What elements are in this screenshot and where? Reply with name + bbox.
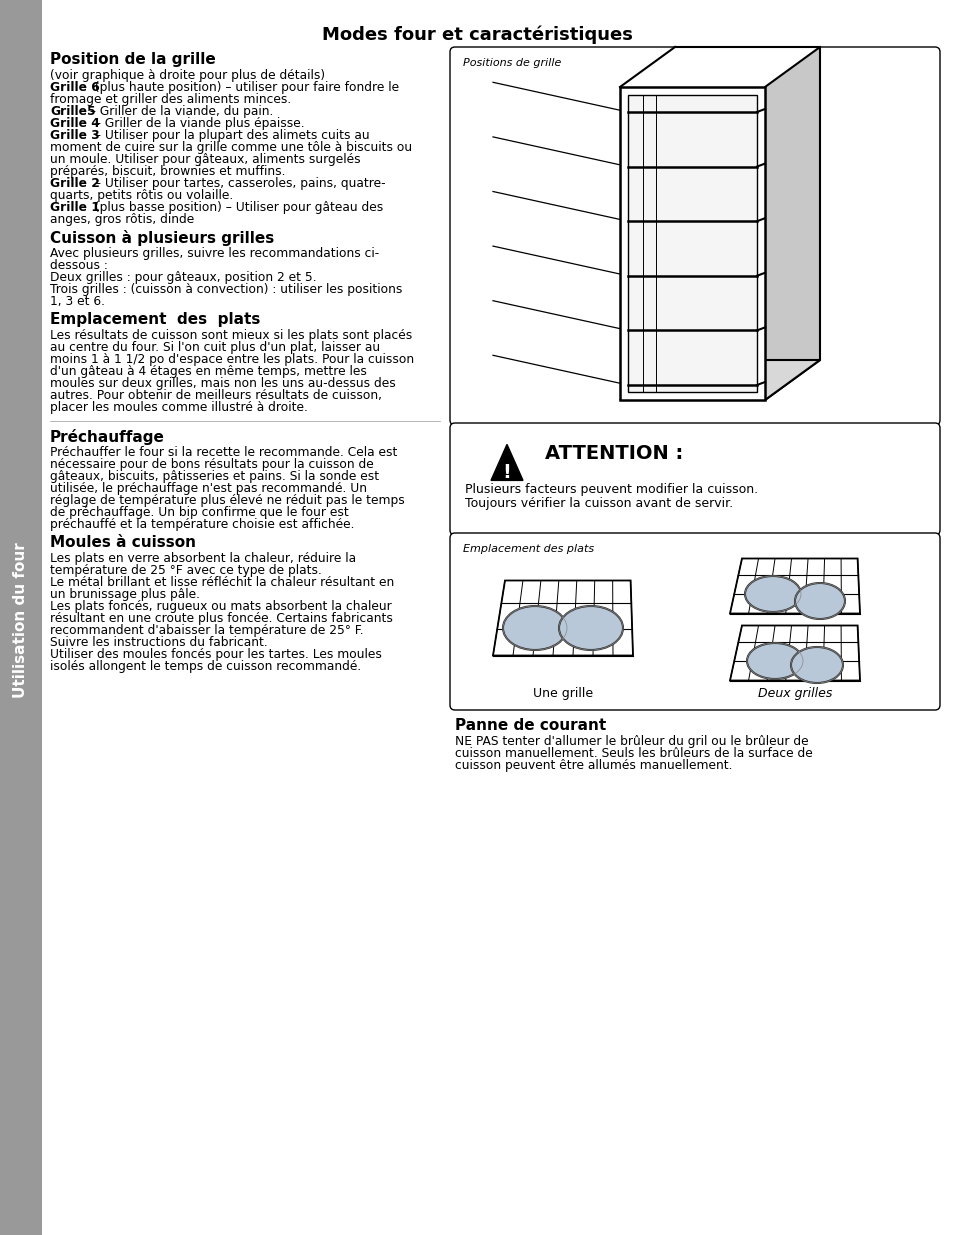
Text: ATTENTION :: ATTENTION : xyxy=(544,445,682,463)
Text: d'un gâteau à 4 étages en même temps, mettre les: d'un gâteau à 4 étages en même temps, me… xyxy=(50,366,367,378)
Text: température de 25 °F avec ce type de plats.: température de 25 °F avec ce type de pla… xyxy=(50,564,321,577)
Polygon shape xyxy=(729,625,859,680)
Text: Moules à cuisson: Moules à cuisson xyxy=(50,535,195,550)
FancyBboxPatch shape xyxy=(450,534,939,710)
Text: Trois grilles : (cuisson à convection) : utiliser les positions: Trois grilles : (cuisson à convection) :… xyxy=(50,283,402,296)
Text: au centre du four. Si l'on cuit plus d'un plat, laisser au: au centre du four. Si l'on cuit plus d'u… xyxy=(50,341,379,354)
Text: un moule. Utiliser pour gâteaux, aliments surgelés: un moule. Utiliser pour gâteaux, aliment… xyxy=(50,153,360,165)
Text: Grille 1: Grille 1 xyxy=(50,201,100,214)
Text: Deux grilles : pour gâteaux, position 2 et 5.: Deux grilles : pour gâteaux, position 2 … xyxy=(50,270,316,284)
Text: Emplacement des plats: Emplacement des plats xyxy=(462,543,594,555)
Text: Toujours vérifier la cuisson avant de servir.: Toujours vérifier la cuisson avant de se… xyxy=(464,496,732,510)
Text: (plus basse position) – Utiliser pour gâteau des: (plus basse position) – Utiliser pour gâ… xyxy=(91,201,382,214)
Text: Deux grilles: Deux grilles xyxy=(757,687,831,700)
Text: – Utiliser pour tartes, casseroles, pains, quatre-: – Utiliser pour tartes, casseroles, pain… xyxy=(91,177,385,190)
Text: Les résultats de cuisson sont mieux si les plats sont placés: Les résultats de cuisson sont mieux si l… xyxy=(50,329,412,342)
Text: (voir graphique à droite pour plus de détails): (voir graphique à droite pour plus de dé… xyxy=(50,69,325,82)
Text: fromage et griller des aliments minces.: fromage et griller des aliments minces. xyxy=(50,93,291,106)
Text: Grille 2: Grille 2 xyxy=(50,177,100,190)
Text: Grille 3: Grille 3 xyxy=(50,128,100,142)
Text: cuisson peuvent être allumés manuellement.: cuisson peuvent être allumés manuellemen… xyxy=(455,760,732,772)
Text: moment de cuire sur la grille comme une tôle à biscuits ou: moment de cuire sur la grille comme une … xyxy=(50,141,412,154)
Text: cuisson manuellement. Seuls les brûleurs de la surface de: cuisson manuellement. Seuls les brûleurs… xyxy=(455,747,812,760)
Text: Avec plusieurs grilles, suivre les recommandations ci-: Avec plusieurs grilles, suivre les recom… xyxy=(50,247,379,261)
Text: réglage de température plus élevé ne réduit pas le temps: réglage de température plus élevé ne réd… xyxy=(50,494,404,508)
Text: – Griller de la viande plus épaisse.: – Griller de la viande plus épaisse. xyxy=(91,117,304,130)
Text: isolés allongent le temps de cuisson recommandé.: isolés allongent le temps de cuisson rec… xyxy=(50,659,361,673)
Text: autres. Pour obtenir de meilleurs résultats de cuisson,: autres. Pour obtenir de meilleurs résult… xyxy=(50,389,381,403)
FancyBboxPatch shape xyxy=(450,47,939,425)
Text: Les plats foncés, rugueux ou mats absorbent la chaleur: Les plats foncés, rugueux ou mats absorb… xyxy=(50,600,392,613)
Text: !: ! xyxy=(502,462,511,482)
Text: gâteaux, biscuits, pâtisseries et pains. Si la sonde est: gâteaux, biscuits, pâtisseries et pains.… xyxy=(50,471,378,483)
Polygon shape xyxy=(619,359,820,400)
Text: Panne de courant: Panne de courant xyxy=(455,718,605,734)
Text: préparés, biscuit, brownies et muffins.: préparés, biscuit, brownies et muffins. xyxy=(50,165,285,178)
Text: nécessaire pour de bons résultats pour la cuisson de: nécessaire pour de bons résultats pour l… xyxy=(50,458,374,471)
Text: placer les moules comme illustré à droite.: placer les moules comme illustré à droit… xyxy=(50,401,308,414)
Ellipse shape xyxy=(558,606,622,650)
Text: Modes four et caractéristiques: Modes four et caractéristiques xyxy=(321,25,632,43)
Text: Positions de grille: Positions de grille xyxy=(462,58,560,68)
Text: de préchauffage. Un bip confirme que le four est: de préchauffage. Un bip confirme que le … xyxy=(50,506,349,519)
Text: Suivre les instructions du fabricant.: Suivre les instructions du fabricant. xyxy=(50,636,268,650)
Text: moins 1 à 1 1/2 po d'espace entre les plats. Pour la cuisson: moins 1 à 1 1/2 po d'espace entre les pl… xyxy=(50,353,414,366)
Ellipse shape xyxy=(746,643,802,679)
Polygon shape xyxy=(729,558,859,614)
Text: – Utiliser pour la plupart des alimets cuits au: – Utiliser pour la plupart des alimets c… xyxy=(91,128,369,142)
Text: Plusieurs facteurs peuvent modifier la cuisson.: Plusieurs facteurs peuvent modifier la c… xyxy=(464,483,758,496)
Text: Préchauffage: Préchauffage xyxy=(50,429,165,445)
Polygon shape xyxy=(627,95,757,391)
Text: préchauffé et la température choisie est affichée.: préchauffé et la température choisie est… xyxy=(50,517,355,531)
Text: résultant en une croute plus foncée. Certains fabricants: résultant en une croute plus foncée. Cer… xyxy=(50,613,393,625)
Text: NE PAS tenter d'allumer le brûleur du gril ou le brûleur de: NE PAS tenter d'allumer le brûleur du gr… xyxy=(455,735,808,748)
Text: (plus haute position) – utiliser pour faire fondre le: (plus haute position) – utiliser pour fa… xyxy=(91,82,398,94)
Text: Utiliser des moules foncés pour les tartes. Les moules: Utiliser des moules foncés pour les tart… xyxy=(50,648,381,661)
Text: moules sur deux grilles, mais non les uns au-dessus des: moules sur deux grilles, mais non les un… xyxy=(50,377,395,390)
Ellipse shape xyxy=(794,583,844,619)
Ellipse shape xyxy=(790,647,842,683)
Text: quarts, petits rôtis ou volaille.: quarts, petits rôtis ou volaille. xyxy=(50,189,233,203)
Text: Une grille: Une grille xyxy=(533,687,593,700)
Polygon shape xyxy=(491,445,522,480)
Polygon shape xyxy=(493,580,633,656)
Ellipse shape xyxy=(502,606,566,650)
Text: Grille5: Grille5 xyxy=(50,105,95,119)
Text: anges, gros rôtis, dinde: anges, gros rôtis, dinde xyxy=(50,212,194,226)
Text: Préchauffer le four si la recette le recommande. Cela est: Préchauffer le four si la recette le rec… xyxy=(50,446,397,459)
Text: Le métal brillant et lisse réfléchit la chaleur résultant en: Le métal brillant et lisse réfléchit la … xyxy=(50,576,394,589)
Polygon shape xyxy=(764,47,820,400)
Text: 1, 3 et 6.: 1, 3 et 6. xyxy=(50,295,105,308)
Text: dessous :: dessous : xyxy=(50,259,108,272)
Bar xyxy=(0,0,42,1235)
Polygon shape xyxy=(619,86,764,400)
FancyBboxPatch shape xyxy=(450,424,939,535)
Text: Position de la grille: Position de la grille xyxy=(50,52,215,67)
Text: Cuisson à plusieurs grilles: Cuisson à plusieurs grilles xyxy=(50,230,274,246)
Text: recommandent d'abaisser la température de 25° F.: recommandent d'abaisser la température d… xyxy=(50,624,363,637)
Text: Emplacement  des  plats: Emplacement des plats xyxy=(50,312,260,327)
Text: Grille 6: Grille 6 xyxy=(50,82,100,94)
Text: utilisée, le préchauffage n'est pas recommandé. Un: utilisée, le préchauffage n'est pas reco… xyxy=(50,482,367,495)
Text: un brunissage plus pâle.: un brunissage plus pâle. xyxy=(50,588,200,601)
Ellipse shape xyxy=(744,576,801,613)
Text: Grille 4: Grille 4 xyxy=(50,117,100,130)
Text: Les plats en verre absorbent la chaleur, réduire la: Les plats en verre absorbent la chaleur,… xyxy=(50,552,355,564)
Text: – Griller de la viande, du pain.: – Griller de la viande, du pain. xyxy=(86,105,273,119)
Text: Utilisation du four: Utilisation du four xyxy=(13,542,29,698)
